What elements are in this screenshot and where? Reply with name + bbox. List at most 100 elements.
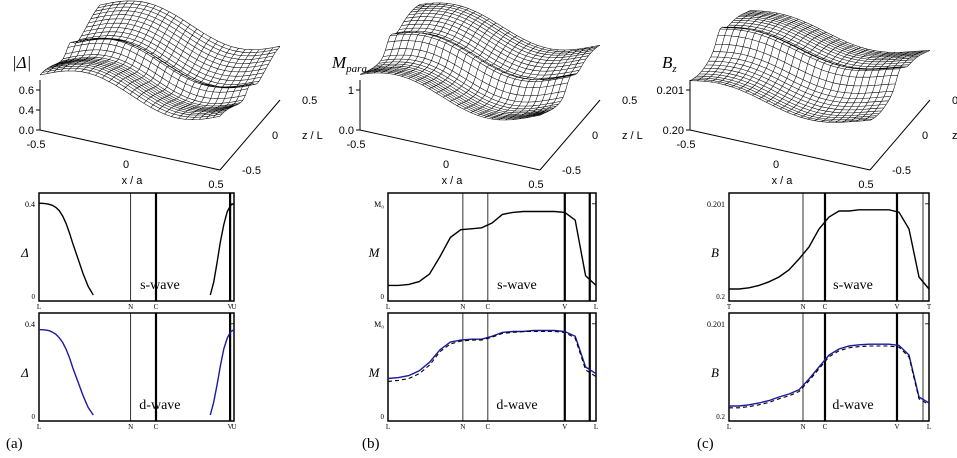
y-tick-label-top: 0.4 xyxy=(25,200,35,209)
x-tick-label: C xyxy=(486,423,491,431)
series-line-1 xyxy=(387,330,597,382)
x-tick-label: C xyxy=(154,303,159,311)
x-tick-label: C xyxy=(823,423,828,431)
y-axis-label: M xyxy=(368,245,381,260)
y-axis-label: Δ xyxy=(20,245,29,260)
y-tick-label-bottom: 0 xyxy=(32,293,36,301)
z-tick-label: 0.201 xyxy=(656,85,684,97)
z-depth-axis xyxy=(869,99,931,171)
surface-mesh xyxy=(39,0,281,120)
surface-plots: |Δ|0.60.40.0-0.500.5x / a0.50-0.5z / LMp… xyxy=(12,0,957,191)
series-line-0 xyxy=(729,209,930,290)
depth-tick-label: 0.5 xyxy=(952,95,957,107)
z-label: |Δ| xyxy=(12,53,31,72)
z-tick-label: 0.20 xyxy=(663,125,684,137)
x-tick-label: T xyxy=(727,303,732,311)
y-tick-label-top: M₀ xyxy=(374,200,384,209)
x-tick-label: 0 xyxy=(773,159,779,171)
y-tick-label-top: 0.201 xyxy=(707,200,725,209)
x-tick-label: 0 xyxy=(123,159,129,171)
depth-tick-label: -0.5 xyxy=(892,165,911,177)
surface-mesh xyxy=(359,2,601,121)
depth-tick-label: 0 xyxy=(592,130,598,142)
x-tick-label: L xyxy=(386,303,390,311)
x-tick-label: -0.5 xyxy=(677,139,696,151)
x-tick-label: 0.5 xyxy=(208,179,223,191)
wave-label: d-wave xyxy=(832,398,873,413)
wave-label: s-wave xyxy=(497,278,537,293)
z-depth-axis xyxy=(219,99,281,171)
z-tick-label: 0.4 xyxy=(19,105,34,117)
depth-tick-label: -0.5 xyxy=(562,165,581,177)
plot-frame xyxy=(387,312,597,422)
depth-tick-label: 0 xyxy=(272,130,278,142)
x-tick-label: L xyxy=(727,423,731,431)
depth-tick-label: 0.5 xyxy=(622,95,637,107)
plot-frame xyxy=(728,312,930,422)
x-axis xyxy=(689,129,871,171)
x-tick-label: L xyxy=(386,423,390,431)
z-depth-axis xyxy=(539,99,601,171)
x-axis xyxy=(359,129,541,171)
series-line-0 xyxy=(388,210,597,287)
surface-plot-a: |Δ| 0.6 0.4 0.0 -0.5 0 0.5 x / a 0.5 0 -0.5 z / L xyxy=(12,0,323,191)
x-tick-label: T xyxy=(927,303,932,311)
x-tick-label: -0.5 xyxy=(27,139,46,151)
x-tick-label: 0 xyxy=(443,159,449,171)
z-tick-label: 1 xyxy=(348,85,354,97)
panel-label-a: (a) xyxy=(6,436,23,452)
line-plot-b-bottom: M₀ 0 Md-wave L N C V L xyxy=(368,312,598,431)
depth-tick-label: 0.5 xyxy=(302,95,317,107)
x-tick-label: C xyxy=(154,423,159,431)
x-tick-label: V xyxy=(894,423,899,431)
x-tick-label: L xyxy=(927,423,931,431)
x-tick-label: N xyxy=(460,303,465,311)
depth-tick-label: 0 xyxy=(922,130,928,142)
z-label: Mpara xyxy=(331,53,367,75)
y-tick-label-bottom: 0.2 xyxy=(716,413,725,421)
y-tick-label-bottom: 0 xyxy=(381,293,385,301)
depth-tick-label: -0.5 xyxy=(242,165,261,177)
x-tick-label: C xyxy=(823,303,828,311)
x-tick-label: 0.5 xyxy=(858,179,873,191)
series-line-0 xyxy=(39,202,235,296)
x-tick-label: V xyxy=(228,423,233,431)
y-tick-label-bottom: 0 xyxy=(32,413,36,421)
wave-label: d-wave xyxy=(496,398,537,413)
z-label-subscript: para xyxy=(345,63,367,75)
x-tick-label: V xyxy=(562,423,567,431)
y-tick-label-top: M₀ xyxy=(374,320,384,329)
x-tick-label: V xyxy=(894,303,899,311)
x-tick-label: N xyxy=(128,303,133,311)
wave-label: s-wave xyxy=(140,278,180,293)
x-tick-label: N xyxy=(128,423,133,431)
wave-label: d-wave xyxy=(139,398,180,413)
series-line-0 xyxy=(387,329,597,380)
x-tick-label: L xyxy=(594,423,598,431)
plot-frame xyxy=(38,192,235,302)
z-tick-label: 0.0 xyxy=(19,125,34,137)
surface-plot-b: Mpara 1 0.0 -0.5 0 0.5 x / a 0.5 0 -0.5 z / L xyxy=(331,2,643,191)
y-axis-label: Δ xyxy=(20,365,29,380)
x-tick-label: U xyxy=(231,303,236,311)
z-label: Bz xyxy=(662,53,677,75)
y-tick-label-top: 0.4 xyxy=(25,320,35,329)
x-tick-label: N xyxy=(460,423,465,431)
x-axis-label: x / a xyxy=(772,175,794,187)
x-tick-label: C xyxy=(486,303,491,311)
line-plot-c-top: 0.201 0.2 Bs-wave T N C V T xyxy=(707,192,932,311)
x-tick-label: -0.5 xyxy=(347,139,366,151)
y-axis-label: B xyxy=(711,365,719,380)
depth-axis-label: z / L xyxy=(952,130,957,142)
y-axis-label: B xyxy=(711,245,719,260)
line-plot-b-top: M₀ 0 Ms-wave L N C V L xyxy=(368,192,598,311)
x-tick-label: L xyxy=(37,423,41,431)
x-tick-label: U xyxy=(231,423,236,431)
x-axis-label: x / a xyxy=(442,175,464,187)
y-tick-label-bottom: 0 xyxy=(381,413,385,421)
y-axis-label: M xyxy=(368,365,381,380)
x-tick-label: V xyxy=(228,303,233,311)
line-plot-a-bottom: 0.4 0 Δd-wave L N C VU xyxy=(20,312,237,431)
